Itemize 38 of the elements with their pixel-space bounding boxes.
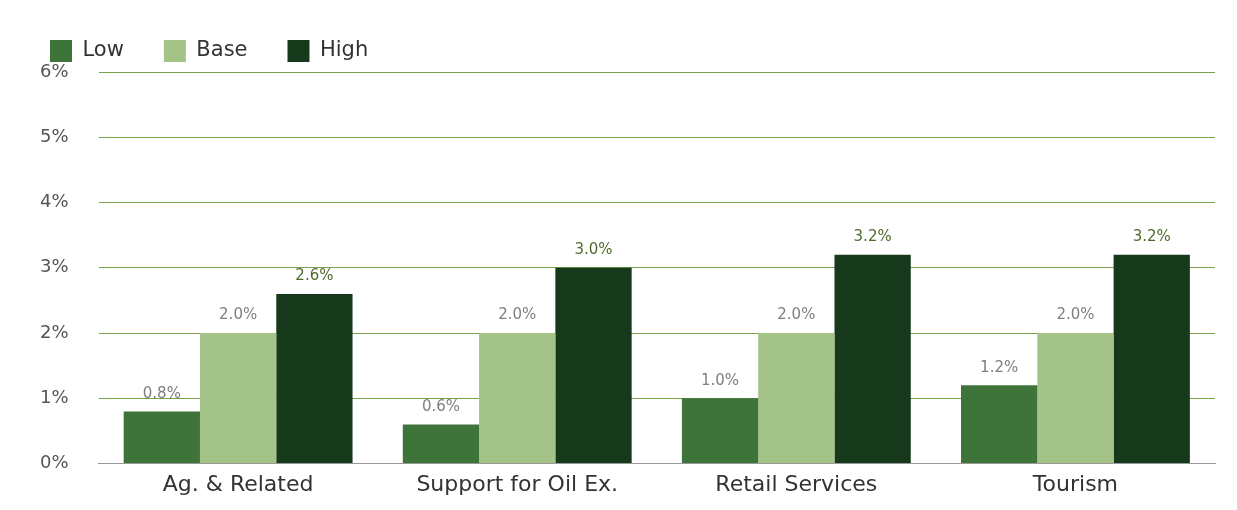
data-label: 0.6% [421,396,460,415]
y-tick-label: 0% [39,451,69,473]
bar [681,398,759,464]
bar [555,267,632,464]
y-tick-label: 6% [39,59,69,81]
data-label: 2.0% [498,305,537,324]
x-tick-label: Support for Oil Ex. [416,470,619,496]
bar [402,424,480,464]
legend-label: High [319,37,369,62]
x-tick-label: Tourism [1031,470,1119,496]
bar [1037,333,1114,464]
data-label: 1.2% [980,357,1019,376]
bar [758,333,835,464]
data-label: 2.0% [1056,305,1095,324]
bar [834,254,911,464]
x-tick-label: Retail Services [715,470,878,496]
data-label: 2.6% [295,266,334,285]
bar [123,411,200,464]
data-label: 3.2% [1132,227,1171,246]
y-tick-label: 5% [39,124,69,146]
data-label: 2.0% [219,305,258,324]
legend-label: Low [82,37,124,62]
data-label: 1.0% [700,370,740,389]
bar [199,333,277,464]
y-tick-label: 3% [39,255,69,277]
y-tick-label: 4% [39,190,69,212]
bar [961,385,1038,464]
bar [479,333,556,464]
x-tick-label: Ag. & Related [162,470,314,496]
y-tick-label: 1% [39,386,69,408]
y-tick-label: 2% [39,320,69,342]
data-label: 2.0% [777,305,816,324]
legend-label: Base [196,37,248,62]
data-label: 0.8% [142,383,181,402]
data-label: 3.0% [574,240,613,259]
bar [1113,254,1190,464]
data-label: 3.2% [853,227,892,246]
bar [276,293,353,464]
